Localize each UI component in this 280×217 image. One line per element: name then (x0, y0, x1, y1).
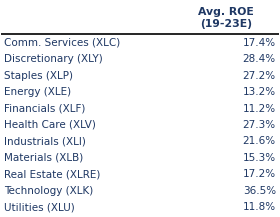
Text: Energy (XLE): Energy (XLE) (4, 87, 71, 97)
Text: Health Care (XLV): Health Care (XLV) (4, 120, 96, 130)
Text: 11.2%: 11.2% (243, 104, 276, 113)
Text: Avg. ROE
(19-23E): Avg. ROE (19-23E) (198, 7, 254, 29)
Text: Comm. Services (XLC): Comm. Services (XLC) (4, 38, 120, 48)
Text: 17.2%: 17.2% (243, 169, 276, 179)
Text: Utilities (XLU): Utilities (XLU) (4, 202, 75, 212)
Text: Technology (XLK): Technology (XLK) (4, 186, 94, 196)
Text: 21.6%: 21.6% (243, 136, 276, 146)
Text: Discretionary (XLY): Discretionary (XLY) (4, 54, 103, 64)
Text: 27.3%: 27.3% (243, 120, 276, 130)
Text: Industrials (XLI): Industrials (XLI) (4, 136, 86, 146)
Text: Staples (XLP): Staples (XLP) (4, 71, 73, 81)
Text: 28.4%: 28.4% (243, 54, 276, 64)
Text: Materials (XLB): Materials (XLB) (4, 153, 83, 163)
Text: 11.8%: 11.8% (243, 202, 276, 212)
Text: 36.5%: 36.5% (243, 186, 276, 196)
Text: Real Estate (XLRE): Real Estate (XLRE) (4, 169, 101, 179)
Text: 15.3%: 15.3% (243, 153, 276, 163)
Text: Financials (XLF): Financials (XLF) (4, 104, 85, 113)
Text: 17.4%: 17.4% (243, 38, 276, 48)
Text: 13.2%: 13.2% (243, 87, 276, 97)
Text: 27.2%: 27.2% (243, 71, 276, 81)
